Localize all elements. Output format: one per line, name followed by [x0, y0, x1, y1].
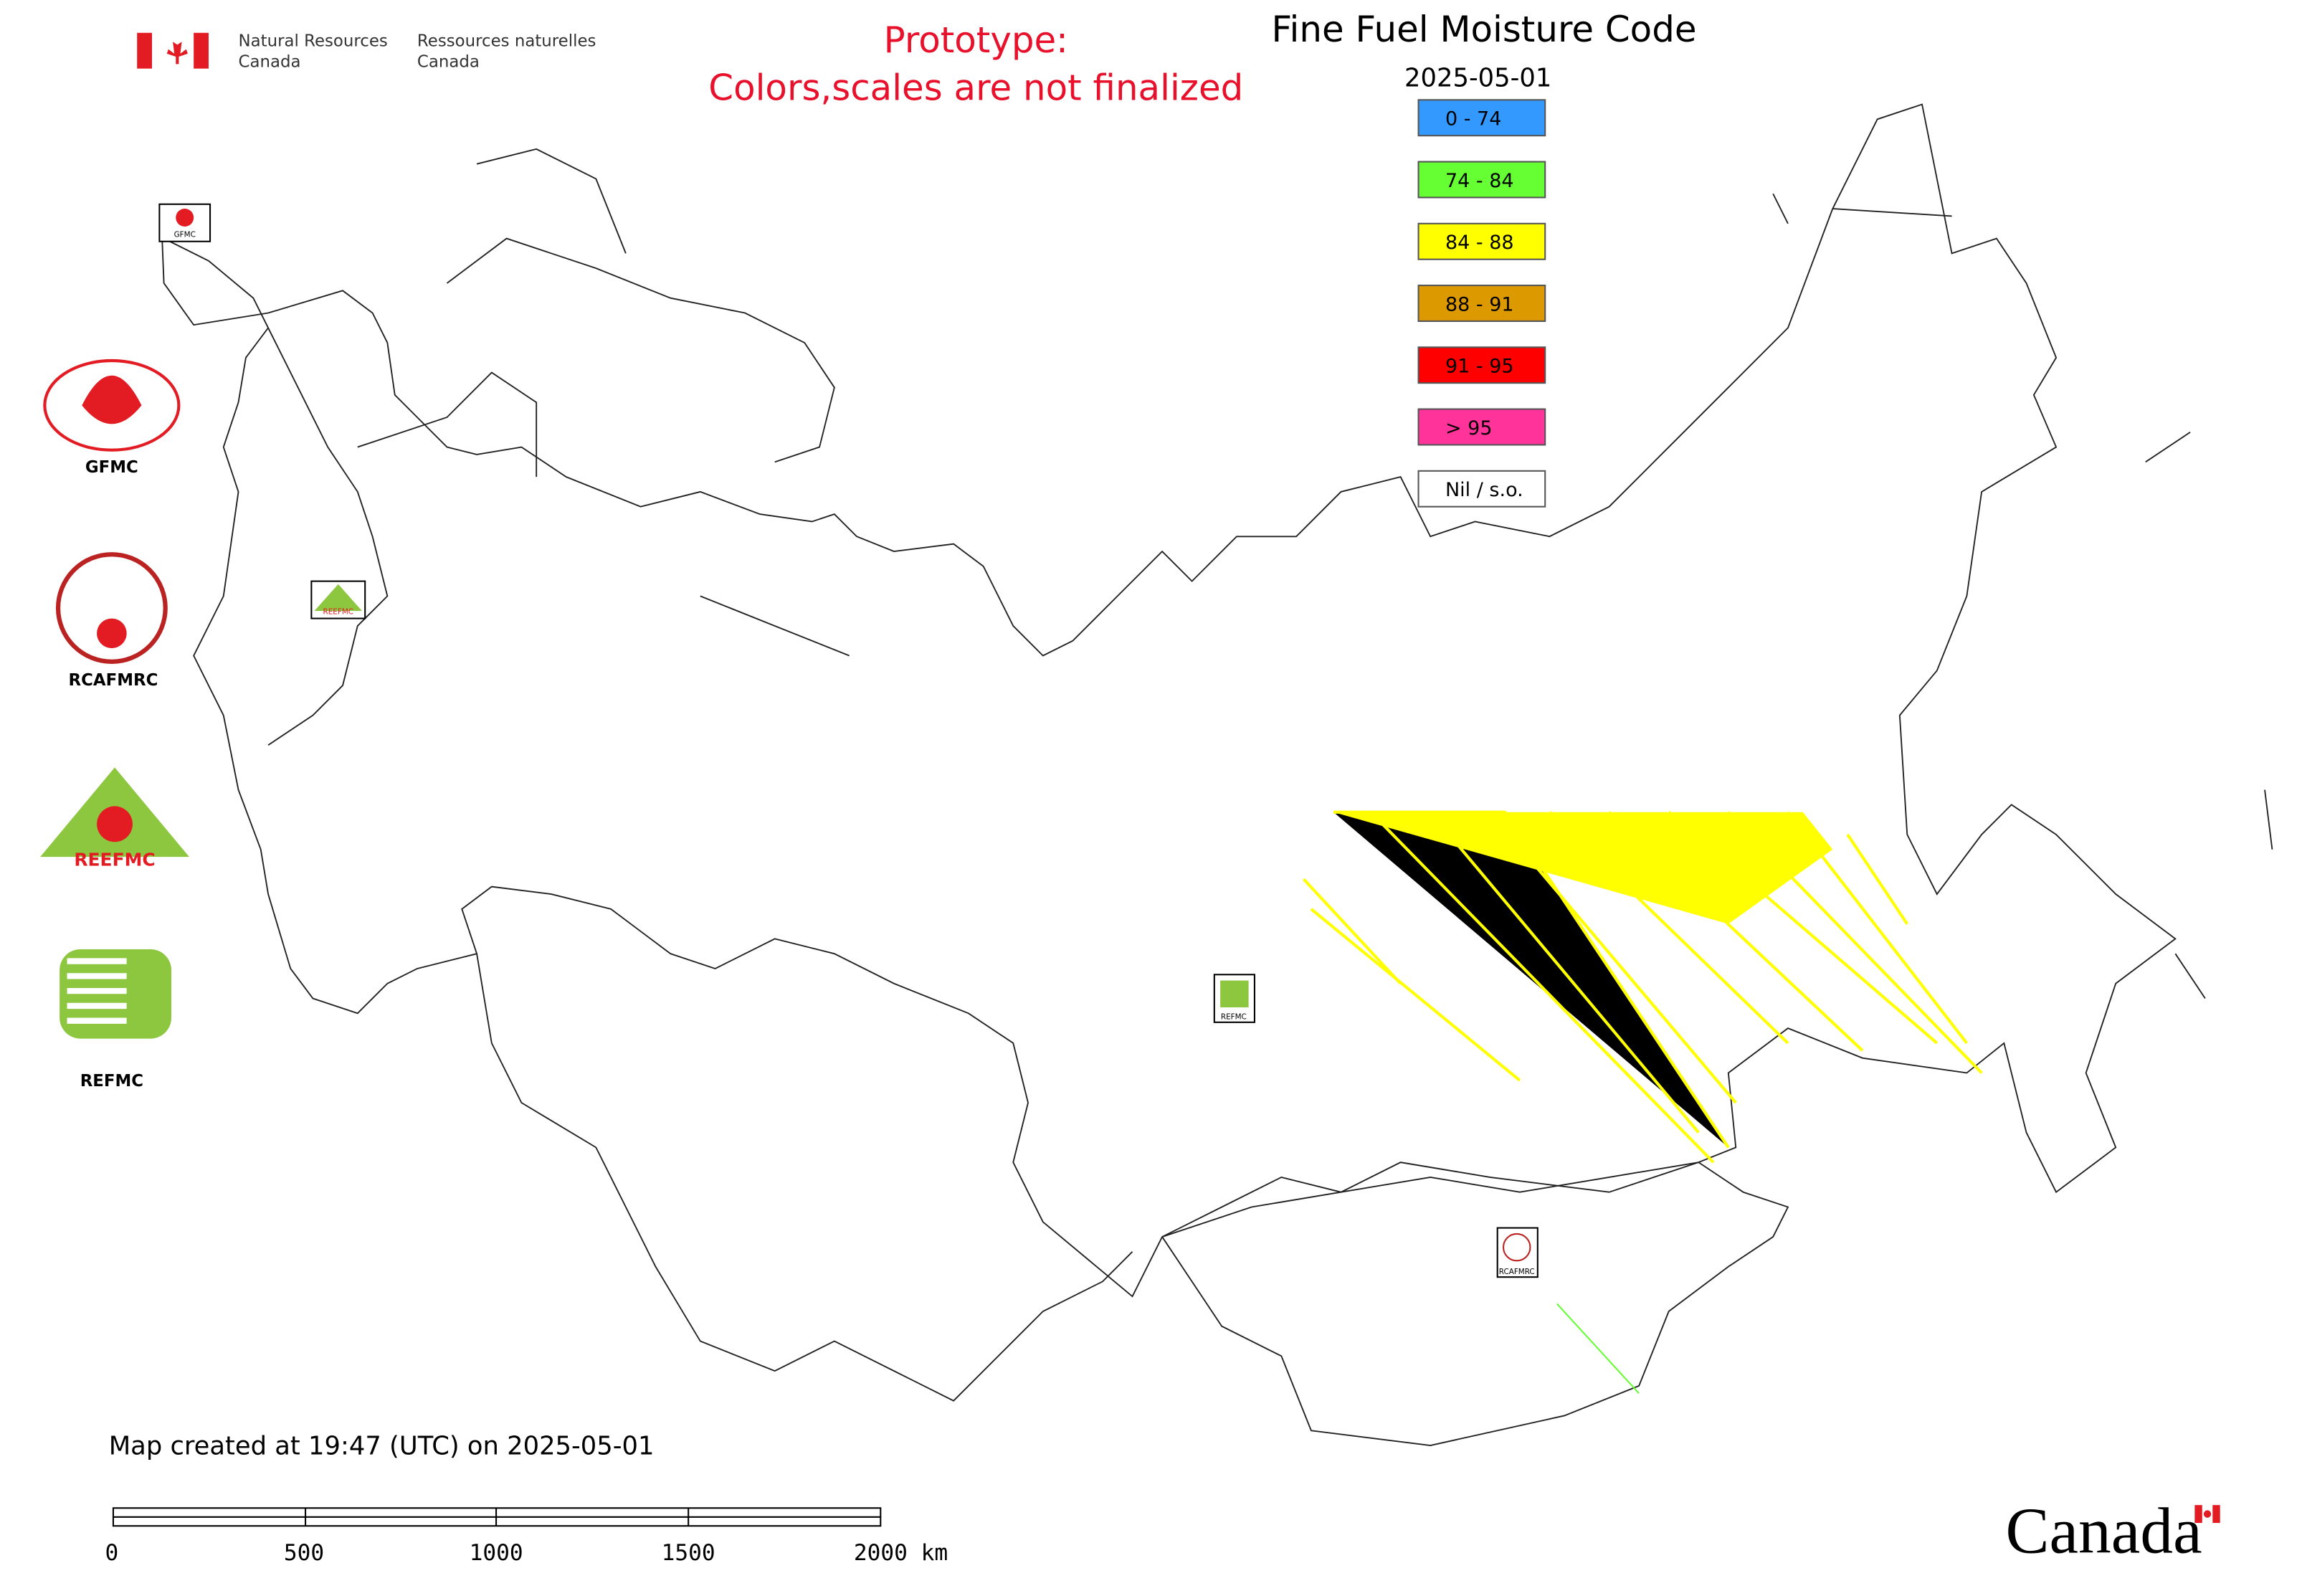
scale-label: 0: [105, 1540, 118, 1566]
legend-label: 88 - 91: [1445, 293, 1514, 315]
dept-en: Canada: [239, 53, 301, 72]
gc-signature: Natural Resources Canada Ressources natu…: [137, 32, 596, 72]
created-note: Map created at 19:47 (UTC) on 2025-05-01: [109, 1431, 655, 1460]
legend-label: Nil / s.o.: [1445, 479, 1523, 501]
notice: Colors,scales are not finalized: [708, 67, 1243, 108]
logo-label: GFMC: [85, 458, 138, 477]
scale-bar: [112, 1507, 882, 1527]
logo-label: RCAFMRC: [69, 671, 158, 690]
map-title: Fine Fuel Moisture Code: [1271, 9, 1696, 50]
legend-label: 91 - 95: [1445, 356, 1514, 378]
fwi-coverage: [1303, 810, 1983, 1394]
scale-label: 2000 km: [854, 1540, 948, 1566]
logo-label: REEFMC: [74, 850, 155, 870]
marker-label: REEFMC: [323, 607, 353, 616]
canada-wordmark: Canada: [2005, 1495, 2202, 1567]
partner-logos: GFMC RCAFMRC REEFMC REFMC: [40, 358, 189, 1091]
legend-swatch: [1417, 470, 1546, 508]
legend-swatch: [1417, 408, 1546, 446]
dept-fr: Ressources naturelles: [417, 32, 596, 50]
country-outlines: [160, 103, 2273, 1446]
notice: Prototype:: [884, 19, 1068, 61]
scale-label: 500: [284, 1540, 324, 1566]
legend-swatch: [1417, 222, 1546, 260]
scale-label: 1500: [662, 1540, 715, 1566]
scale-labels: 0 500 1000 1500 2000 km: [105, 1540, 948, 1566]
legend: 0 - 74 74 - 84 84 - 88 88 - 91 91 - 95 > 95 Ni…: [1417, 99, 1546, 508]
scale-label: 1000: [470, 1540, 523, 1566]
map-date: 2025-05-01: [1404, 64, 1551, 93]
marker-label: GFMC: [174, 231, 196, 239]
dept-fr: Canada: [417, 53, 480, 72]
marker-label: REFMC: [1221, 1013, 1247, 1022]
logo-label: REFMC: [80, 1072, 143, 1091]
legend-label: 0 - 74: [1445, 108, 1501, 130]
marker-label: RCAFMRC: [1499, 1268, 1535, 1276]
legend-swatch: [1417, 161, 1546, 199]
legend-swatch: [1417, 99, 1546, 137]
legend-swatch: [1417, 285, 1546, 322]
legend-label: 74 - 84: [1445, 170, 1514, 192]
dept-en: Natural Resources: [239, 32, 388, 50]
legend-label: 84 - 88: [1445, 232, 1514, 254]
map-markers: GFMC REEFMC REFMC RCAFMRC: [158, 203, 1538, 1278]
legend-label: > 95: [1445, 417, 1493, 440]
legend-swatch: [1417, 346, 1546, 384]
wordmark-flag: [2194, 1505, 2220, 1524]
